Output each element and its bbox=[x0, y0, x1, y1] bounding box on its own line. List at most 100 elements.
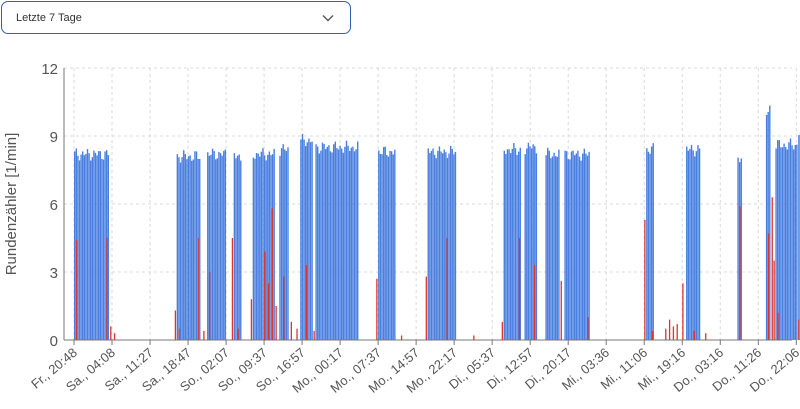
speed-bar bbox=[514, 148, 517, 340]
speed-bar bbox=[268, 151, 271, 340]
speed-bar bbox=[187, 156, 190, 340]
speed-bar bbox=[775, 148, 777, 340]
speed-bar bbox=[99, 151, 101, 340]
speed-bar bbox=[353, 151, 356, 340]
spike-bar bbox=[110, 326, 112, 340]
speed-bar bbox=[254, 158, 256, 340]
speed-bar bbox=[776, 140, 779, 340]
spike-bar bbox=[501, 321, 503, 340]
speed-bar bbox=[453, 154, 455, 340]
speed-bar bbox=[284, 149, 286, 340]
speed-bar bbox=[382, 147, 385, 340]
speed-bar bbox=[83, 155, 85, 340]
speed-bar bbox=[556, 156, 558, 340]
speed-bar bbox=[300, 139, 302, 340]
speed-bar bbox=[546, 147, 549, 340]
speed-bar bbox=[218, 151, 220, 340]
speed-bar bbox=[511, 148, 513, 340]
date-range-select[interactable]: Letzte 7 Tage bbox=[1, 1, 351, 34]
speed-bar bbox=[649, 153, 651, 340]
y-tick-label: 9 bbox=[50, 129, 58, 146]
speed-bar bbox=[107, 155, 109, 340]
speed-bar bbox=[445, 152, 447, 340]
speed-bar bbox=[697, 145, 699, 340]
speed-bar bbox=[93, 150, 95, 340]
speed-bar bbox=[781, 147, 784, 340]
chevron-down-icon bbox=[320, 10, 336, 26]
spike-bar bbox=[290, 321, 292, 340]
speed-bar bbox=[381, 154, 383, 340]
speed-bar bbox=[588, 151, 590, 340]
speed-bar bbox=[236, 155, 239, 340]
speed-bar bbox=[551, 156, 554, 340]
spike-bar bbox=[665, 328, 667, 340]
speed-bar bbox=[553, 152, 555, 340]
speed-bar bbox=[650, 146, 653, 340]
spike-bar bbox=[668, 319, 671, 340]
spike-bar bbox=[313, 330, 315, 340]
speed-bar bbox=[695, 151, 698, 340]
speed-bar bbox=[78, 160, 81, 340]
speed-bar bbox=[326, 146, 328, 340]
speed-bar bbox=[572, 150, 574, 340]
speed-bar bbox=[194, 151, 196, 340]
speed-bar bbox=[394, 149, 396, 340]
spike-bar bbox=[705, 333, 707, 340]
speed-bar bbox=[791, 145, 793, 340]
speed-bar bbox=[356, 141, 359, 340]
speed-bar bbox=[586, 155, 589, 340]
speed-bar bbox=[534, 146, 536, 340]
speed-bar bbox=[567, 159, 570, 340]
speed-bar bbox=[392, 154, 394, 340]
speed-bar bbox=[545, 155, 547, 340]
speed-bar bbox=[548, 150, 550, 340]
spike-bar bbox=[197, 238, 199, 340]
speed-bar bbox=[334, 141, 336, 340]
spike-bar bbox=[283, 276, 285, 340]
y-tick-label: 6 bbox=[50, 197, 58, 214]
speed-bar bbox=[652, 143, 654, 340]
speed-bar bbox=[687, 150, 690, 340]
speed-bar bbox=[85, 153, 87, 340]
spike-bar bbox=[777, 312, 779, 340]
speed-bar bbox=[740, 158, 742, 340]
speed-bar bbox=[183, 150, 185, 340]
speed-bar bbox=[529, 146, 531, 340]
spike-bar bbox=[275, 306, 277, 340]
spike-bar bbox=[174, 310, 177, 340]
speed-bar bbox=[318, 153, 320, 340]
speed-bar bbox=[213, 151, 215, 340]
speed-bar bbox=[179, 162, 182, 340]
speed-bar bbox=[566, 151, 568, 340]
speed-bar bbox=[324, 149, 327, 340]
speed-bar bbox=[689, 148, 691, 340]
speed-bar bbox=[575, 153, 578, 340]
speed-bar bbox=[350, 147, 352, 340]
spike-bar bbox=[651, 330, 654, 340]
speed-bar bbox=[208, 155, 211, 340]
speed-bar bbox=[569, 159, 571, 340]
speed-bar bbox=[238, 154, 240, 340]
speed-bar bbox=[235, 158, 237, 340]
speed-bar bbox=[517, 151, 520, 340]
speed-bar bbox=[240, 160, 242, 340]
speed-bar bbox=[233, 153, 236, 340]
speed-bar bbox=[513, 142, 515, 340]
speed-bar bbox=[285, 151, 288, 340]
speed-bar bbox=[389, 150, 391, 340]
speed-bar bbox=[778, 140, 780, 340]
speed-bar bbox=[578, 156, 581, 340]
speed-bar bbox=[315, 144, 317, 340]
speed-bar bbox=[788, 142, 790, 340]
speed-bar bbox=[448, 153, 450, 340]
speed-bar bbox=[316, 146, 319, 340]
speed-bar bbox=[216, 158, 219, 340]
speed-bar bbox=[451, 148, 453, 340]
y-tick-label: 0 bbox=[50, 333, 58, 350]
speed-bar bbox=[257, 153, 259, 340]
speed-bar bbox=[308, 138, 310, 340]
speed-bar bbox=[583, 148, 586, 340]
speed-bar bbox=[98, 151, 100, 340]
speed-bar bbox=[96, 155, 98, 340]
speed-bar bbox=[441, 153, 444, 340]
